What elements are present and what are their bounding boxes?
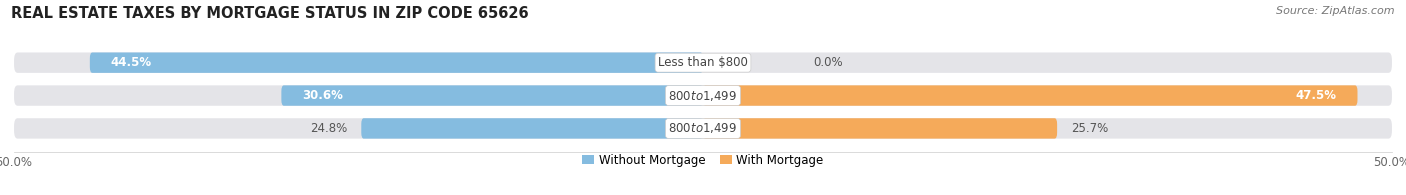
Text: REAL ESTATE TAXES BY MORTGAGE STATUS IN ZIP CODE 65626: REAL ESTATE TAXES BY MORTGAGE STATUS IN … [11,6,529,21]
Text: 24.8%: 24.8% [311,122,347,135]
FancyBboxPatch shape [281,85,703,106]
Text: 30.6%: 30.6% [302,89,343,102]
FancyBboxPatch shape [14,52,1392,73]
Text: $800 to $1,499: $800 to $1,499 [668,89,738,103]
FancyBboxPatch shape [14,85,1392,106]
Text: $800 to $1,499: $800 to $1,499 [668,121,738,136]
FancyBboxPatch shape [14,118,1392,139]
FancyBboxPatch shape [703,85,1358,106]
Legend: Without Mortgage, With Mortgage: Without Mortgage, With Mortgage [582,153,824,167]
Text: 44.5%: 44.5% [111,56,152,69]
Text: 0.0%: 0.0% [813,56,842,69]
Text: Source: ZipAtlas.com: Source: ZipAtlas.com [1277,6,1395,16]
FancyBboxPatch shape [361,118,703,139]
FancyBboxPatch shape [90,52,703,73]
Text: 47.5%: 47.5% [1296,89,1337,102]
FancyBboxPatch shape [703,118,1057,139]
Text: Less than $800: Less than $800 [658,56,748,69]
Text: 25.7%: 25.7% [1071,122,1108,135]
